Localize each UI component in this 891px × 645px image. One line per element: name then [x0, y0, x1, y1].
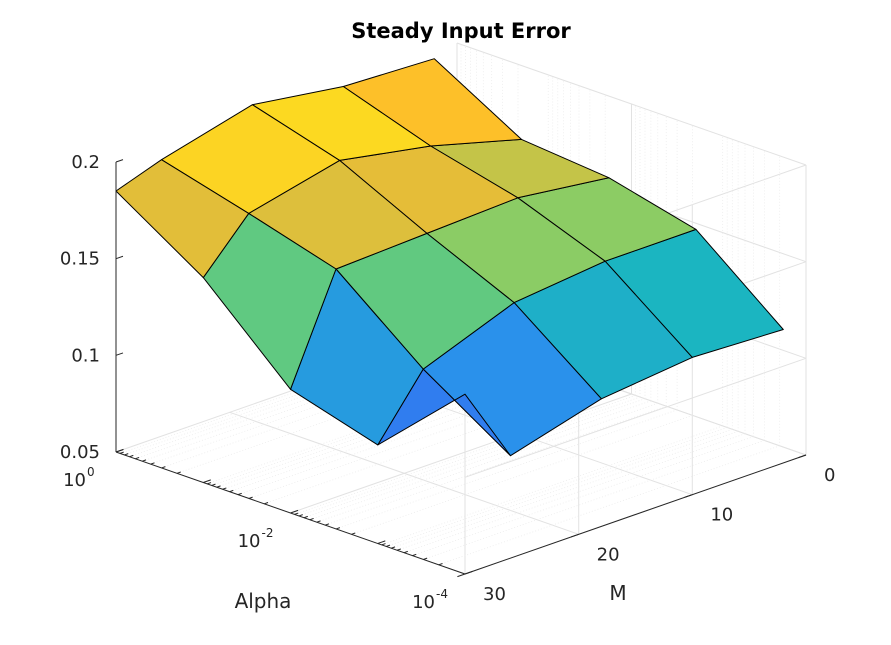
x-tick-exponent: 0	[87, 465, 95, 479]
x-tick-mark	[298, 514, 303, 517]
x-tick-mark	[161, 466, 166, 469]
x-tick-mark	[135, 456, 140, 460]
y-tick-mark	[570, 533, 579, 538]
x-tick-base: 10	[412, 592, 435, 613]
x-tick-mark	[325, 523, 330, 526]
axes	[115, 159, 807, 578]
y-tick-label: 30	[483, 584, 506, 605]
x-tick-mark	[248, 496, 253, 499]
grid-line	[464, 357, 807, 478]
x-tick-mark	[438, 563, 443, 566]
minor-grid-line	[294, 395, 636, 515]
x-tick-mark	[119, 451, 124, 454]
x-tick-mark	[176, 471, 181, 474]
x-tick-mark	[211, 483, 216, 486]
x-tick-exponent: -2	[262, 526, 274, 540]
x-tick-mark	[423, 557, 428, 560]
minor-grid-line	[298, 396, 641, 517]
y-tick-label: 20	[597, 544, 620, 565]
surface-facet	[115, 159, 250, 279]
x-tick-mark	[264, 502, 269, 505]
surface	[115, 58, 784, 457]
minor-grid-line	[316, 402, 658, 523]
x-tick-mark	[335, 527, 341, 530]
minor-grid-line	[381, 425, 723, 546]
x-tick-base: 10	[238, 531, 261, 552]
y-tick-mark	[457, 573, 466, 578]
z-tick-label: 0.1	[71, 345, 100, 366]
minor-grid-line	[309, 400, 652, 521]
minor-grid-line	[303, 398, 646, 519]
minor-grid-line	[335, 409, 678, 530]
y-tick-label: 0	[824, 465, 835, 486]
x-tick-mark	[237, 492, 242, 496]
minor-grid-line	[391, 428, 733, 549]
minor-grid-line	[396, 430, 739, 551]
y-tick-mark	[684, 494, 693, 498]
z-tick-mark	[115, 255, 124, 260]
y-tick-label: 10	[710, 505, 733, 526]
x-tick-mark	[150, 462, 155, 465]
x-tick-mark	[294, 512, 299, 515]
x-tick-mark	[129, 454, 134, 458]
grid-line	[229, 411, 579, 535]
x-tick-label: 10 -2	[238, 526, 274, 552]
z-tick-label: 0.2	[71, 152, 100, 173]
minor-grid-line	[351, 414, 693, 535]
x-tick-mark	[403, 550, 408, 554]
minor-grid-line	[412, 436, 754, 556]
x-tick-mark	[142, 459, 147, 462]
x-tick-mark	[351, 532, 356, 535]
x-tick-mark	[203, 479, 211, 483]
z-tick-mark	[115, 159, 124, 163]
x-tick-mark	[391, 546, 396, 549]
chart-title: Steady Input Error	[351, 19, 571, 43]
minor-grid-line	[325, 405, 667, 526]
x-tick-mark	[124, 453, 129, 456]
minor-grid-line	[403, 433, 746, 554]
x-tick-mark	[396, 548, 402, 551]
x-tick-mark	[386, 544, 391, 547]
y-axis-label: M	[609, 581, 626, 605]
y-axis-line	[464, 454, 807, 575]
z-tick-mark	[115, 352, 124, 356]
x-tick-mark	[303, 515, 308, 519]
x-tick-exponent: -4	[436, 587, 448, 601]
x-tick-base: 10	[63, 470, 86, 491]
minor-grid-line	[386, 427, 728, 547]
x-tick-mark	[412, 553, 417, 557]
x-tick-mark	[377, 540, 386, 544]
x-tick-mark	[207, 482, 212, 485]
x-tick-mark	[316, 520, 321, 523]
x-tick-mark	[216, 485, 221, 488]
y-tick-mark	[798, 454, 807, 459]
x-tick-mark	[290, 509, 299, 514]
z-tick-label: 0.15	[60, 249, 100, 270]
minor-grid-line	[423, 440, 765, 560]
x-tick-label: 10 -4	[412, 587, 448, 613]
z-tick-label: 0.05	[60, 442, 100, 463]
x-tick-mark	[229, 489, 234, 493]
x-tick-mark	[222, 487, 227, 490]
x-tick-mark	[381, 543, 386, 546]
x-tick-mark	[464, 570, 473, 575]
x-tick-mark	[309, 517, 314, 521]
minor-grid-line	[438, 445, 780, 566]
x-axis-label: Alpha	[235, 589, 292, 613]
x-tick-mark	[115, 448, 124, 453]
x-tick-label: 10 0	[63, 465, 95, 491]
